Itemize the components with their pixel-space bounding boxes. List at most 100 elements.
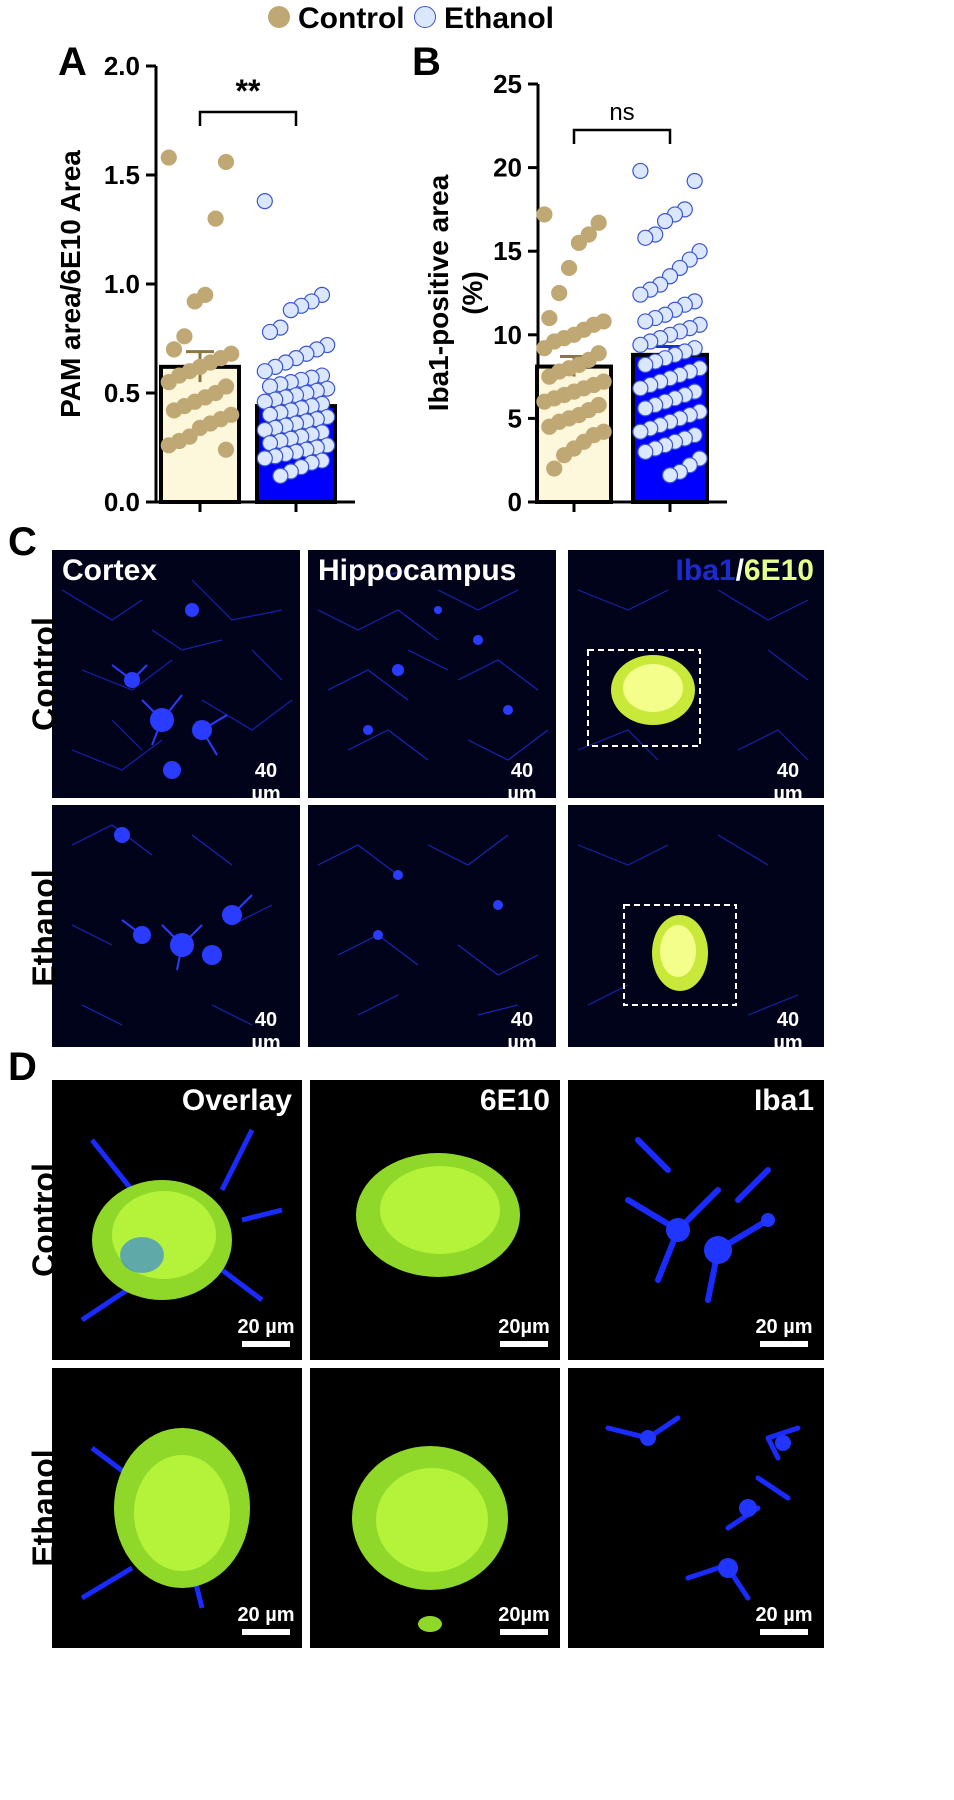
data-point (160, 437, 177, 454)
column-label-iba1: Iba1 (753, 1084, 814, 1117)
y-tick-label: 10 (493, 320, 522, 350)
data-point (632, 162, 649, 180)
panel-letter-d: D (8, 1045, 37, 1089)
data-point (632, 336, 649, 353)
data-point (637, 313, 654, 330)
plaque-render (356, 1153, 520, 1277)
data-point (207, 210, 224, 227)
legend-ethanol-label: Ethanol (444, 2, 554, 35)
data-point (637, 443, 654, 460)
significance-bracket (198, 110, 298, 126)
microglia-texture (52, 805, 300, 1047)
micrograph-c-control-overlay: Iba1/6E10 40 µm (568, 550, 824, 798)
data-point (165, 341, 183, 358)
microglia-texture (308, 550, 556, 798)
data-point (160, 149, 177, 166)
data-point (637, 400, 654, 417)
data-point (256, 363, 273, 380)
scale-bar-label: 40 µm (507, 760, 537, 798)
micrograph-d-ethanol-overlay: 20 µm (52, 1368, 302, 1648)
panel-letter-a: A (58, 40, 87, 84)
scale-bar: 20 µm (754, 1316, 814, 1347)
data-point (686, 172, 703, 190)
stain-label-iba1: Iba1 (675, 554, 736, 587)
stain-label: Iba1/6E10 (676, 554, 814, 588)
micrograph-d-ethanol-iba1: 20 µm (568, 1368, 824, 1648)
scale-bar: 40 µm (494, 1009, 550, 1047)
data-point (541, 368, 558, 385)
figure-legend: Control Ethanol (0, 2, 954, 36)
legend-ethanol: Ethanol (414, 2, 554, 36)
plaque-render (80, 1428, 250, 1609)
scale-bar-line (760, 1629, 808, 1635)
stain-label-separator: / (735, 554, 744, 587)
microglia-texture (52, 550, 300, 798)
scale-bar: 20 µm (754, 1604, 814, 1635)
y-tick-label: 15 (493, 236, 522, 266)
data-point (551, 284, 568, 302)
data-point (560, 259, 578, 277)
scale-bar-label: 20µm (498, 1316, 550, 1338)
scale-bar-label: 40 µm (251, 1009, 281, 1047)
scale-bar: 20µm (494, 1316, 554, 1347)
micrograph-c-ethanol-cortex: 40 µm (52, 805, 300, 1047)
scale-bar-label: 20 µm (755, 1604, 813, 1626)
scale-bar-label: 20 µm (237, 1604, 295, 1626)
scale-bar-label: 40 µm (251, 760, 281, 798)
data-point (556, 447, 573, 464)
data-point (546, 460, 563, 477)
scale-bar-label: 20 µm (237, 1316, 295, 1338)
scale-bar-line (242, 1341, 290, 1347)
scale-bar: 40 µm (494, 760, 550, 798)
data-point (632, 423, 649, 440)
plaque-render (352, 1446, 508, 1632)
micrograph-c-ethanol-hippocampus: 40 µm (308, 805, 556, 1047)
scale-bar: 40 µm (760, 760, 816, 798)
y-tick-label: 0 (508, 487, 522, 517)
data-point (637, 229, 654, 246)
scale-bar-label: 20µm (498, 1604, 550, 1626)
data-point (160, 374, 177, 391)
data-point (541, 418, 558, 435)
chart-b: Iba1-positive area (%) 0 5 10 15 20 25 ns (423, 69, 727, 517)
scale-bar-line (500, 1341, 548, 1347)
stain-label-6e10: 6E10 (743, 554, 814, 587)
ethanol-dot-icon (414, 6, 436, 29)
y-tick-label: 1.0 (104, 269, 140, 299)
scale-bar: 40 µm (238, 760, 294, 798)
scale-bar-label: 40 µm (773, 1009, 803, 1047)
control-dot-icon (268, 6, 290, 29)
y-tick-label: 5 (508, 403, 522, 433)
data-point (656, 213, 674, 230)
data-point (176, 328, 193, 345)
scale-bar-line (760, 1341, 808, 1347)
scale-bar-line (500, 1629, 548, 1635)
column-label-hippocampus: Hippocampus (318, 554, 517, 587)
data-point (261, 323, 279, 341)
data-point (165, 402, 183, 419)
data-point (217, 153, 235, 171)
y-axis-label: PAM area/6E10 Area (60, 150, 86, 418)
data-point (637, 356, 654, 373)
data-point (632, 286, 649, 303)
scale-bar: 20 µm (236, 1604, 296, 1635)
scale-bar-label: 40 µm (773, 760, 803, 798)
data-point (191, 419, 209, 436)
row-label-d-ethanol: Ethanol (26, 1449, 62, 1567)
micrograph-c-control-cortex: Cortex 40 µm (52, 550, 300, 798)
data-point (256, 193, 273, 210)
panel-letter-b: B (412, 40, 441, 84)
y-axis-label: Iba1-positive area (423, 174, 454, 411)
significance-bracket (572, 128, 672, 144)
data-point (272, 467, 289, 484)
scale-bar-line (242, 1629, 290, 1635)
data-point (256, 450, 273, 467)
y-tick-label: 2.0 (104, 51, 140, 81)
micrograph-d-control-iba1: Iba1 20 µm (568, 1080, 824, 1360)
microglia-render (625, 1137, 775, 1303)
data-point (186, 293, 203, 310)
data-point (661, 467, 679, 484)
scale-bar-label: 40 µm (507, 1009, 537, 1047)
micrograph-c-control-hippocampus: Hippocampus 40 µm (308, 550, 556, 798)
data-point (570, 234, 588, 251)
